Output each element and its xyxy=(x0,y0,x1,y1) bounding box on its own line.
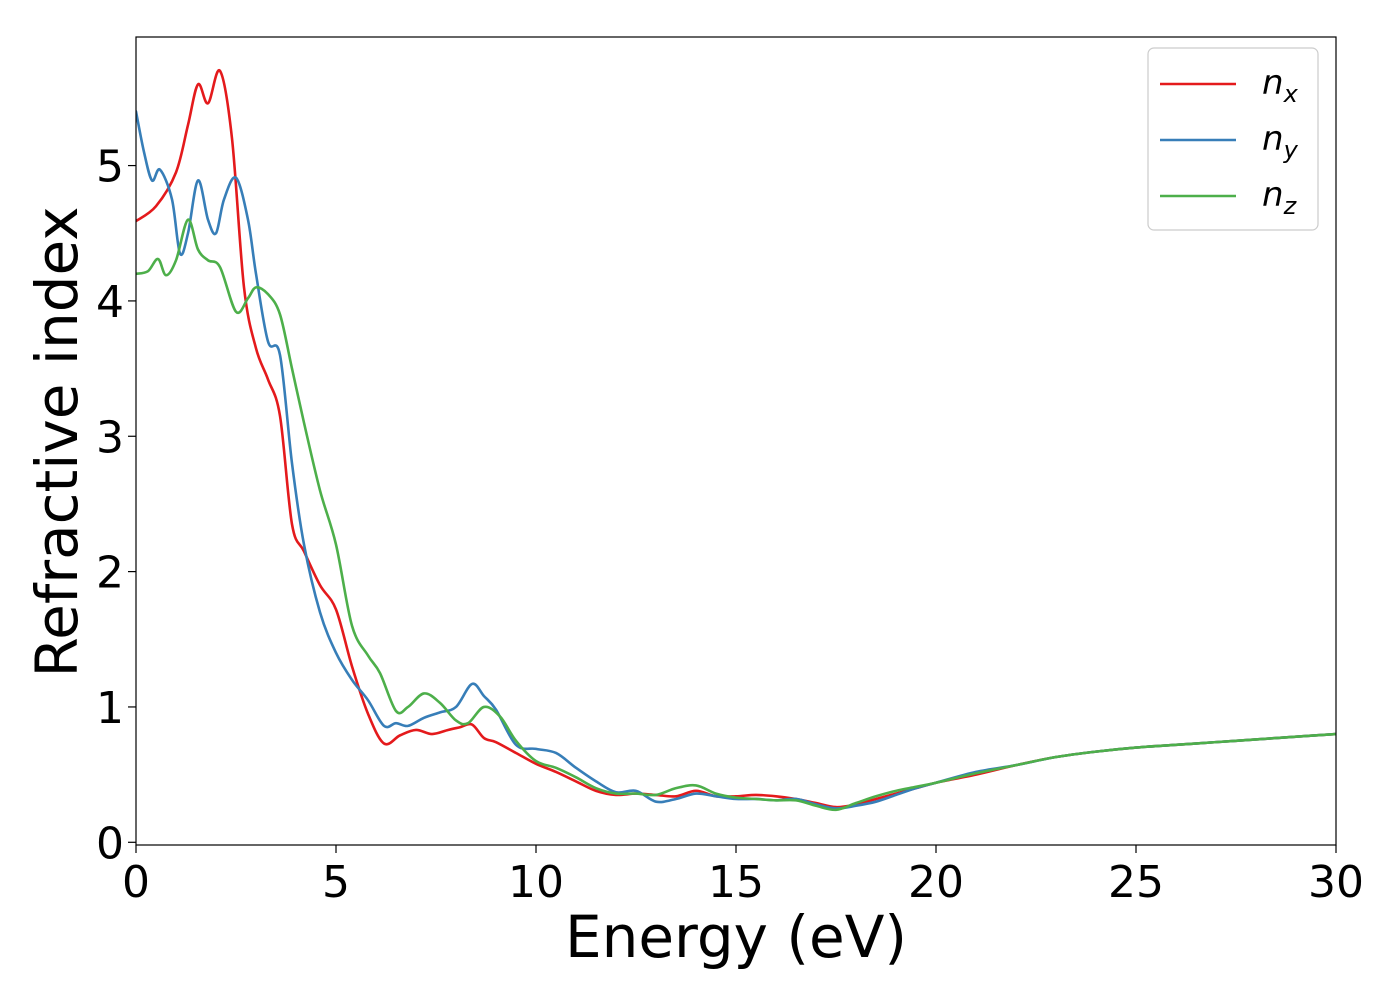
legend-label-x: nx xyxy=(1262,63,1299,108)
plot-area xyxy=(135,36,1337,846)
y-tick-label: 4 xyxy=(96,277,124,328)
y-tick-label: 2 xyxy=(96,548,124,599)
x-tick-label: 20 xyxy=(908,857,964,908)
x-axis-label: Energy (eV) xyxy=(565,903,907,971)
y-tick-label: 0 xyxy=(96,818,124,869)
x-axis-ticks: 0 5 10 15 20 25 30 xyxy=(122,845,1364,908)
y-axis-label: Refractive index xyxy=(23,206,91,677)
legend: nx ny nz xyxy=(1147,47,1319,231)
x-tick-label: 5 xyxy=(322,857,350,908)
x-tick-label: 0 xyxy=(122,857,150,908)
x-tick-label: 25 xyxy=(1108,857,1164,908)
y-axis-ticks: 0 1 2 3 4 5 xyxy=(96,142,136,869)
legend-label-y: ny xyxy=(1262,119,1299,164)
y-tick-label: 1 xyxy=(96,683,124,734)
y-tick-label: 3 xyxy=(96,412,124,463)
legend-label-z: nz xyxy=(1262,175,1298,220)
x-tick-label: 10 xyxy=(508,857,564,908)
series-lines xyxy=(136,69,1336,812)
x-tick-label: 30 xyxy=(1308,857,1364,908)
y-tick-label: 5 xyxy=(96,142,124,193)
x-tick-label: 15 xyxy=(708,857,764,908)
series-line-z xyxy=(136,218,1336,812)
